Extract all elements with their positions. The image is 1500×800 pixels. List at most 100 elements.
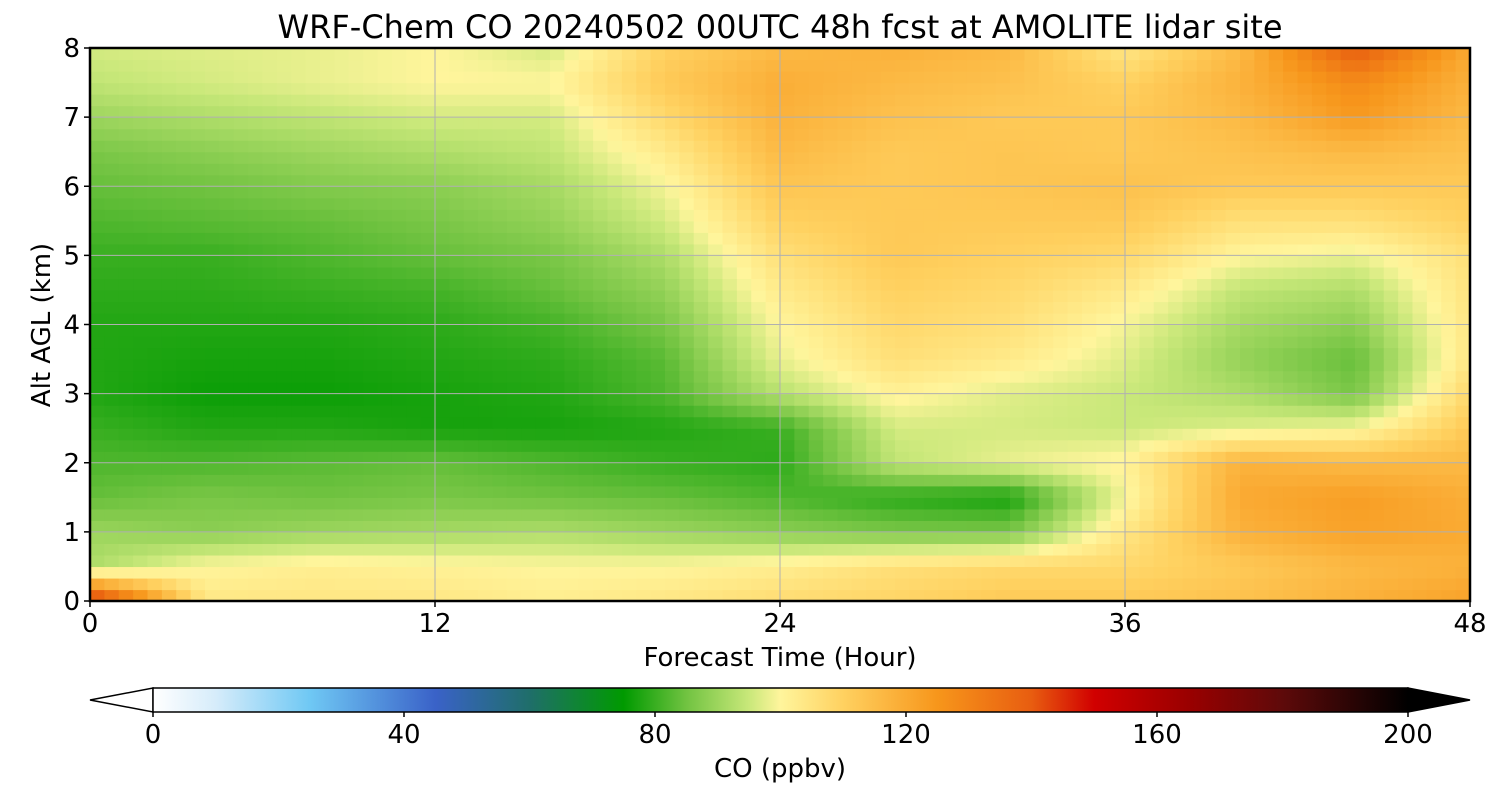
heatmap-cell [736,220,752,233]
heatmap-cell [1024,566,1040,579]
heatmap-cell [449,105,465,118]
heatmap-cell [1311,462,1327,475]
heatmap-cell [1010,428,1025,441]
heatmap-cell [1139,301,1155,314]
heatmap-cell [377,474,393,487]
heatmap-cell [751,577,767,591]
heatmap-cell [564,370,580,383]
heatmap-cell [1024,497,1040,510]
heatmap-cell [708,520,724,533]
heatmap-cell [1398,589,1414,602]
heatmap-cell [708,566,724,579]
heatmap-cell [305,128,321,141]
heatmap-cell [693,48,709,61]
heatmap-cell [952,531,968,544]
heatmap-cell [794,416,810,429]
heatmap-cell [377,428,393,441]
heatmap-cell [377,577,393,591]
heatmap-cell [966,324,982,337]
heatmap-cell [1355,416,1370,429]
heatmap-cell [363,209,379,222]
heatmap-cell [607,163,623,176]
heatmap-cell [794,451,810,464]
heatmap-cell [665,266,680,280]
heatmap-cell [1326,151,1342,164]
heatmap-cell [133,393,149,406]
heatmap-cell [952,174,968,187]
heatmap-cell [90,232,105,245]
heatmap-cell [1168,416,1184,429]
heatmap-cell [679,186,695,199]
heatmap-cell [233,186,249,199]
heatmap-cell [1441,105,1457,118]
heatmap-cell [348,324,364,337]
heatmap-cell [851,405,867,418]
heatmap-cell [866,232,882,245]
heatmap-cell [104,462,120,475]
heatmap-cell [118,497,134,510]
heatmap-cell [219,474,235,487]
heatmap-cell [449,117,465,130]
heatmap-cell [550,278,565,291]
heatmap-cell [722,451,738,464]
heatmap-cell [1326,405,1342,418]
heatmap-cell [1369,497,1385,510]
heatmap-cell [1196,370,1212,383]
heatmap-cell [1426,220,1442,233]
y-tick-label: 6 [63,172,80,202]
heatmap-cell [938,59,954,72]
heatmap-cell [1311,243,1327,256]
heatmap-cell [1355,520,1370,533]
heatmap-cell [1182,174,1198,187]
heatmap-cell [1081,439,1097,452]
heatmap-cell [736,266,752,280]
heatmap-cell [291,531,307,544]
heatmap-cell [837,543,853,556]
heatmap-cell [578,301,594,314]
heatmap-cell [1398,59,1414,72]
heatmap-cell [665,163,680,176]
heatmap-cell [938,416,954,429]
heatmap-cell [420,186,436,199]
heatmap-cell [1441,324,1457,337]
heatmap-cell [722,301,738,314]
heatmap-cell [90,278,105,291]
heatmap-cell [621,220,637,233]
heatmap-cell [205,439,220,452]
heatmap-cell [708,589,724,602]
heatmap-cell [1311,439,1327,452]
heatmap-cell [391,589,407,602]
heatmap-cell [377,405,393,418]
heatmap-cell [90,370,105,383]
heatmap-cell [334,324,350,337]
heatmap-cell [435,312,450,326]
heatmap-cell [406,589,422,602]
heatmap-cell [564,543,580,556]
heatmap-cell [564,243,580,256]
heatmap-cell [1024,243,1040,256]
heatmap-cell [837,508,853,521]
heatmap-cell [765,393,781,406]
heatmap-cell [808,82,824,95]
heatmap-cell [463,393,479,406]
heatmap-cell [1412,474,1428,487]
heatmap-cell [90,151,105,164]
heatmap-cell [621,554,637,568]
heatmap-cell [1455,451,1471,464]
heatmap-cell [320,554,335,568]
heatmap-cell [679,393,695,406]
heatmap-cell [923,474,939,487]
heatmap-cell [837,278,853,291]
heatmap-cell [1412,289,1428,303]
heatmap-cell [1240,174,1255,187]
heatmap-cell [1125,577,1140,591]
heatmap-cell [1398,370,1414,383]
colorbar-tick-label: 0 [145,720,162,750]
heatmap-cell [1355,324,1370,337]
heatmap-cell [1254,439,1270,452]
heatmap-cell [435,197,450,210]
heatmap-cell [636,82,652,95]
heatmap-cell [966,577,982,591]
heatmap-cell [276,174,292,187]
heatmap-cell [650,347,666,360]
